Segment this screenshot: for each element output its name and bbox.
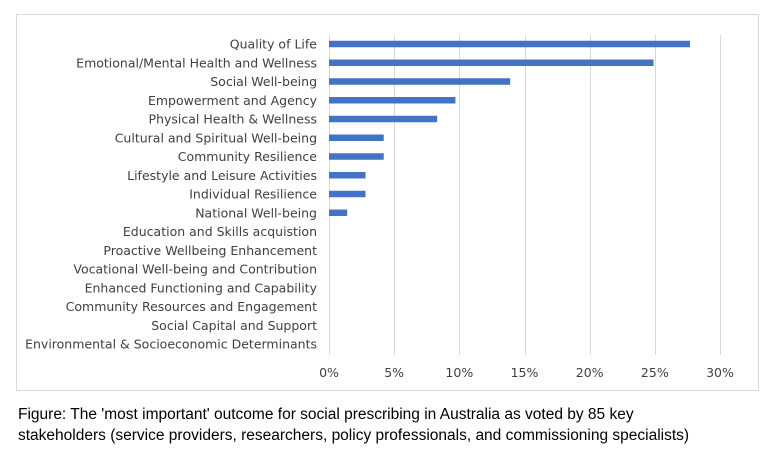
x-tick-label: 15%: [511, 365, 539, 380]
bar: [329, 97, 456, 104]
category-label: Enhanced Functioning and Capability: [85, 280, 318, 295]
category-label: Quality of Life: [230, 37, 317, 52]
bar: [329, 172, 366, 179]
category-label: Emotional/Mental Health and Wellness: [76, 55, 317, 70]
category-label: National Well-being: [195, 205, 317, 220]
figure-caption: Figure: The 'most important' outcome for…: [18, 404, 768, 446]
bar: [329, 115, 438, 123]
category-label: Social Capital and Support: [151, 318, 317, 333]
category-label: Cultural and Spiritual Well-being: [115, 130, 317, 145]
chart-frame: Quality of Life Emotional/Mental Health a…: [16, 14, 759, 391]
bar: [329, 59, 654, 66]
bar: [329, 209, 348, 216]
x-tick-label: 25%: [641, 365, 669, 380]
x-tick-label: 0%: [319, 365, 339, 380]
bar: [329, 190, 366, 198]
category-label: Community Resources and Engagement: [66, 299, 317, 314]
caption-line-2: stakeholders (service providers, researc…: [18, 427, 690, 444]
x-tick-label: 30%: [706, 365, 734, 380]
x-tick-label: 10%: [445, 365, 473, 380]
x-tick-label: 20%: [576, 365, 604, 380]
category-label: Social Well-being: [210, 74, 317, 89]
category-label: Empowerment and Agency: [148, 93, 318, 108]
category-label: Vocational Well-being and Contribution: [73, 262, 317, 277]
bar: [329, 153, 384, 160]
bars: [329, 40, 691, 216]
category-label: Community Resilience: [178, 149, 318, 164]
x-tick-label: 5%: [384, 365, 404, 380]
bar: [329, 134, 384, 141]
category-label: Proactive Wellbeing Enhancement: [103, 243, 317, 258]
bar: [329, 40, 691, 48]
caption-line-1: Figure: The 'most important' outcome for…: [18, 406, 634, 423]
x-axis-tick-labels: 0% 5% 10% 15% 20% 25% 30%: [319, 365, 734, 380]
bar-chart: Quality of Life Emotional/Mental Health a…: [25, 35, 734, 380]
category-label: Physical Health & Wellness: [149, 112, 317, 127]
bar: [329, 78, 511, 85]
gridlines: [329, 35, 721, 355]
category-label: Environmental & Socioeconomic Determinan…: [25, 337, 317, 352]
category-label: Lifestyle and Leisure Activities: [127, 168, 317, 183]
category-label: Individual Resilience: [189, 187, 317, 202]
category-labels: Quality of Life Emotional/Mental Health a…: [25, 37, 317, 352]
category-label: Education and Skills acquistion: [123, 224, 317, 239]
